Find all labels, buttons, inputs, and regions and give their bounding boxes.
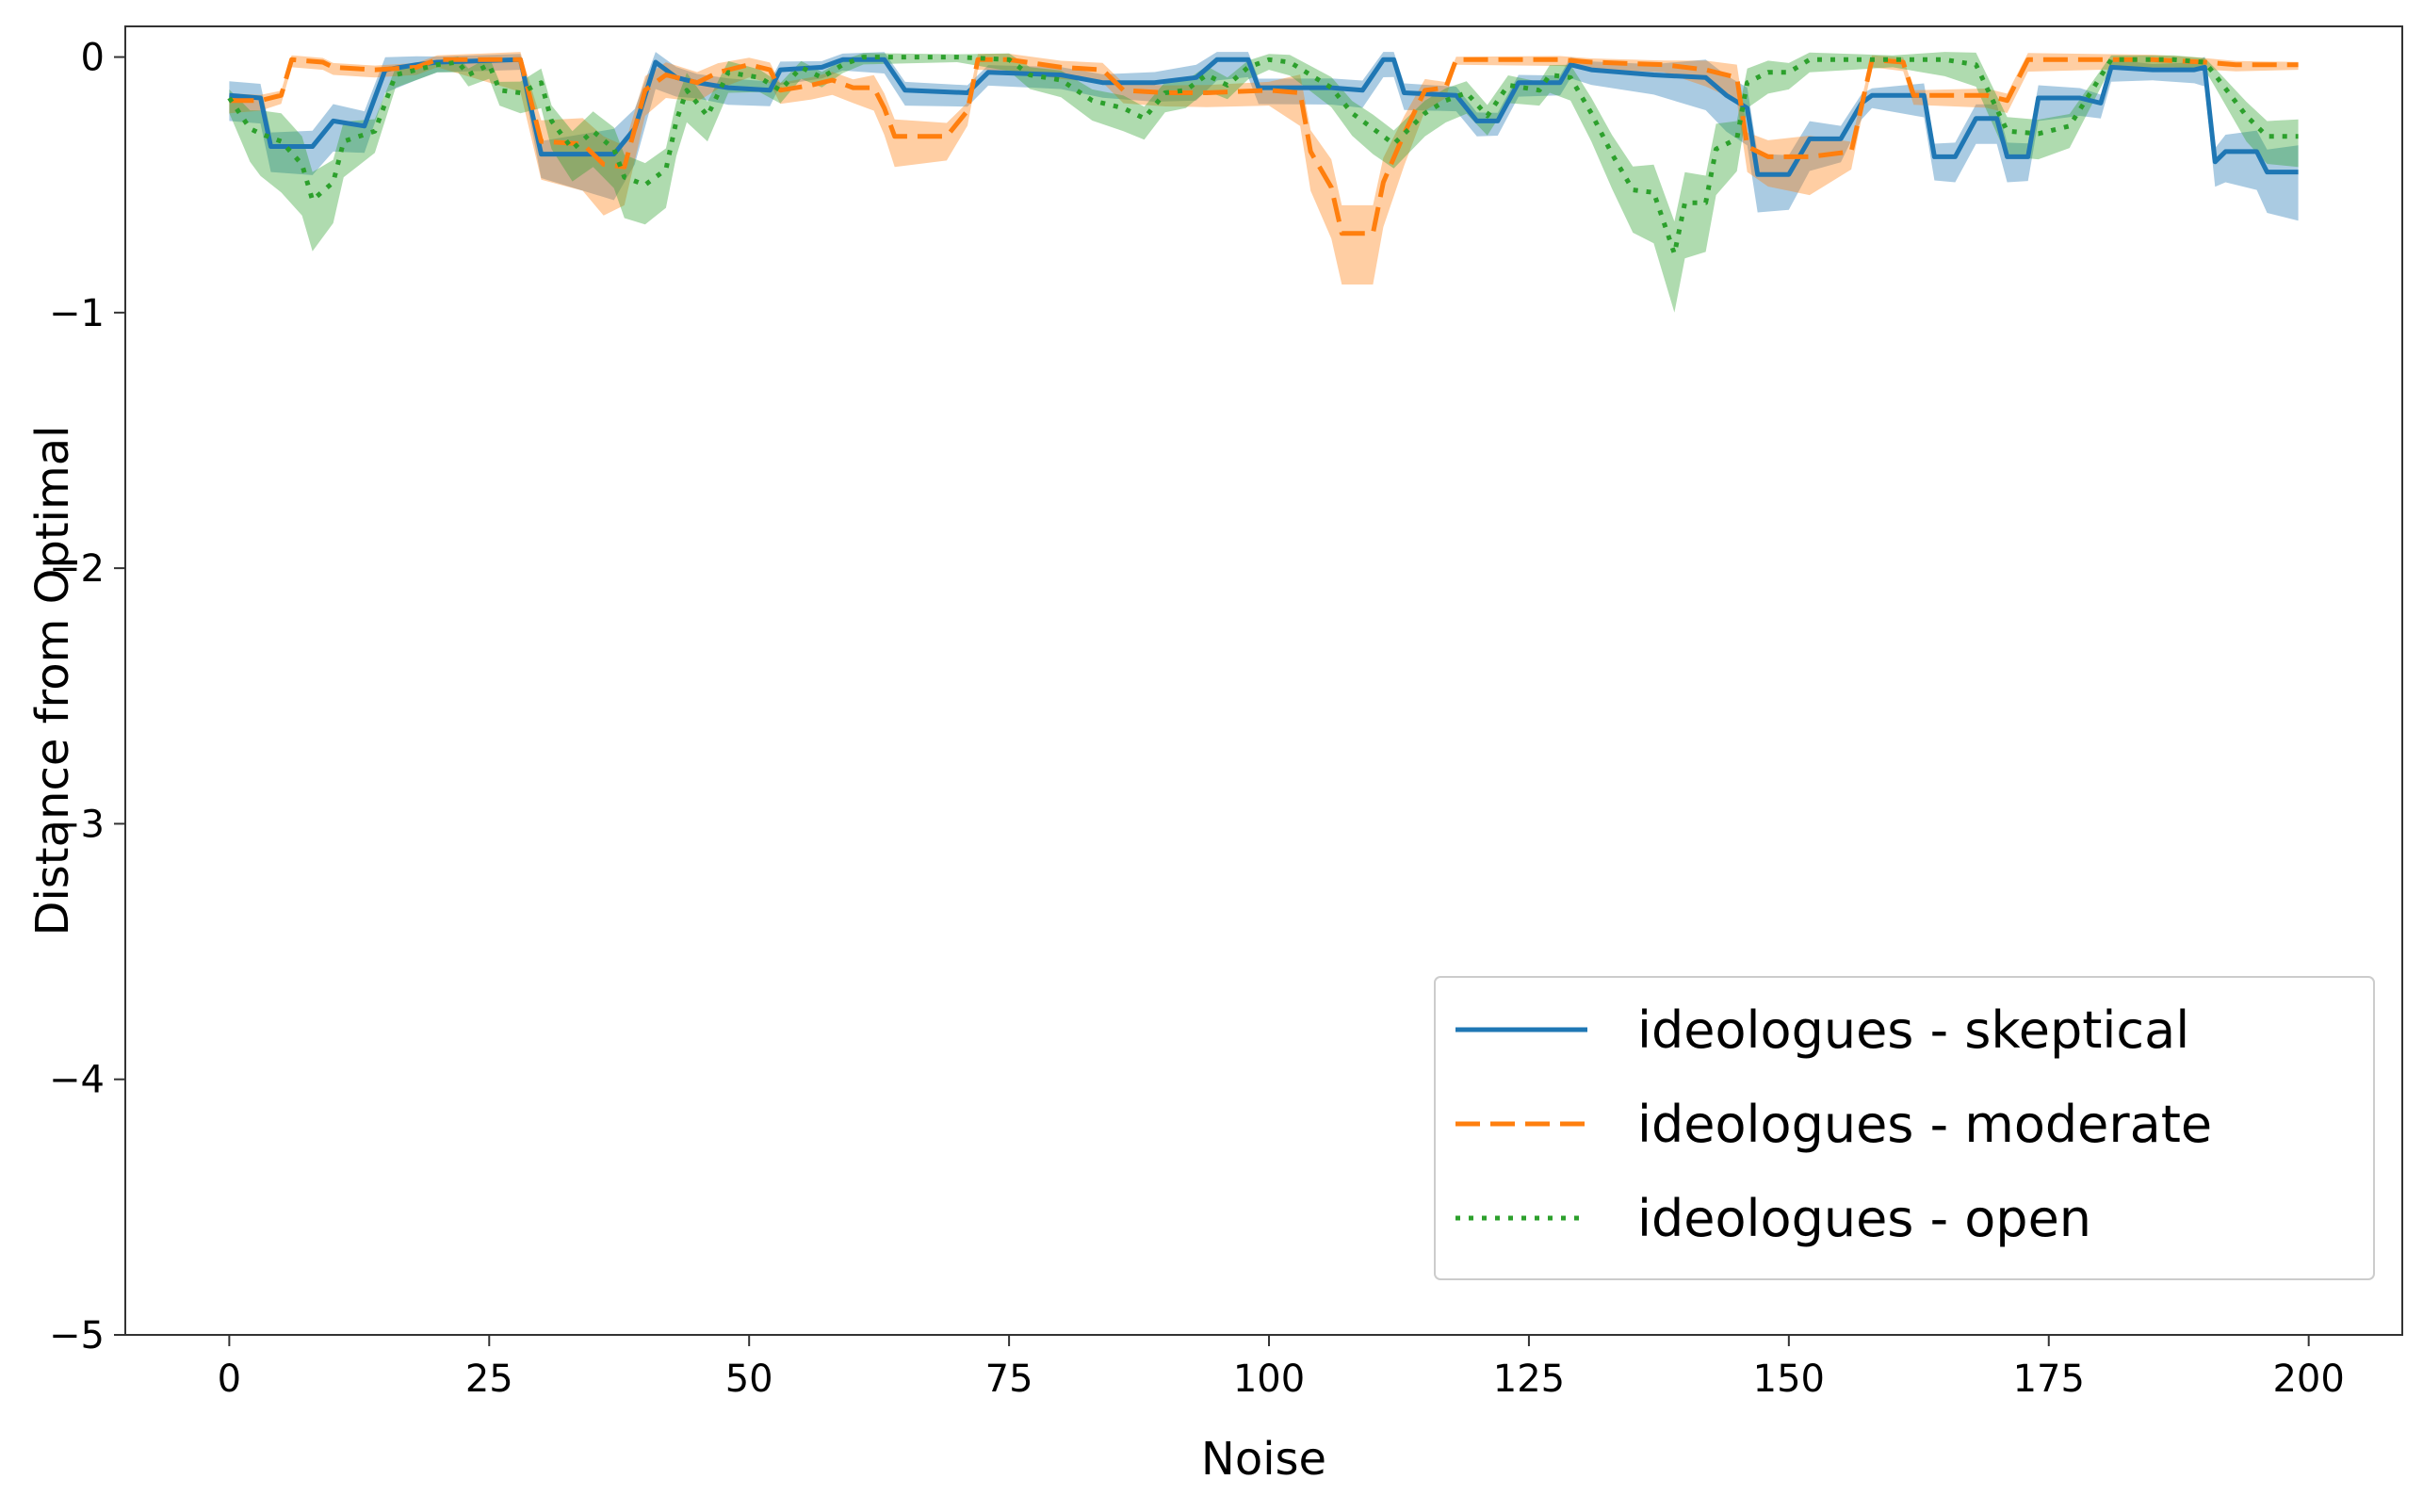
band-2 bbox=[229, 52, 2299, 313]
x-tick-label: 100 bbox=[1233, 1358, 1305, 1401]
legend-box bbox=[1434, 976, 2375, 1280]
y-tick-label: 0 bbox=[81, 37, 105, 80]
legend-label-0: ideologues - skeptical bbox=[1637, 1000, 2189, 1060]
x-tick-label: 75 bbox=[985, 1358, 1033, 1401]
band-0 bbox=[229, 52, 2299, 221]
y-tick-label: −2 bbox=[49, 547, 105, 591]
confidence-bands bbox=[229, 52, 2299, 313]
x-tick-label: 125 bbox=[1493, 1358, 1565, 1401]
band-1 bbox=[229, 52, 2299, 285]
series-lines bbox=[227, 55, 2299, 256]
y-tick-label: −4 bbox=[49, 1059, 105, 1102]
plot-frame bbox=[124, 25, 2403, 1336]
x-tick-label: 200 bbox=[2272, 1358, 2344, 1401]
x-axis-ticks: 0 25 50 75 100 125 150 175 200 bbox=[218, 1335, 2345, 1401]
x-tick-label: 150 bbox=[1753, 1358, 1825, 1401]
y-tick-label: −1 bbox=[49, 292, 105, 335]
x-tick-label: 25 bbox=[465, 1358, 513, 1401]
legend-label-1: ideologues - moderate bbox=[1637, 1095, 2212, 1154]
x-tick-label: 0 bbox=[218, 1358, 241, 1401]
y-axis-ticks: 0 −1 −2 −3 −4 −5 bbox=[49, 37, 125, 1358]
x-axis-label: Noise bbox=[1201, 1433, 1326, 1486]
y-tick-label: −5 bbox=[49, 1314, 105, 1358]
y-axis-label: Distance from Optimal bbox=[26, 425, 79, 935]
legend-label-2: ideologues - open bbox=[1637, 1189, 2091, 1248]
x-tick-label: 50 bbox=[725, 1358, 773, 1401]
x-tick-label: 175 bbox=[2013, 1358, 2085, 1401]
legend: ideologues - skeptical ideologues - moder… bbox=[1434, 976, 2375, 1280]
y-tick-label: −3 bbox=[49, 803, 105, 846]
